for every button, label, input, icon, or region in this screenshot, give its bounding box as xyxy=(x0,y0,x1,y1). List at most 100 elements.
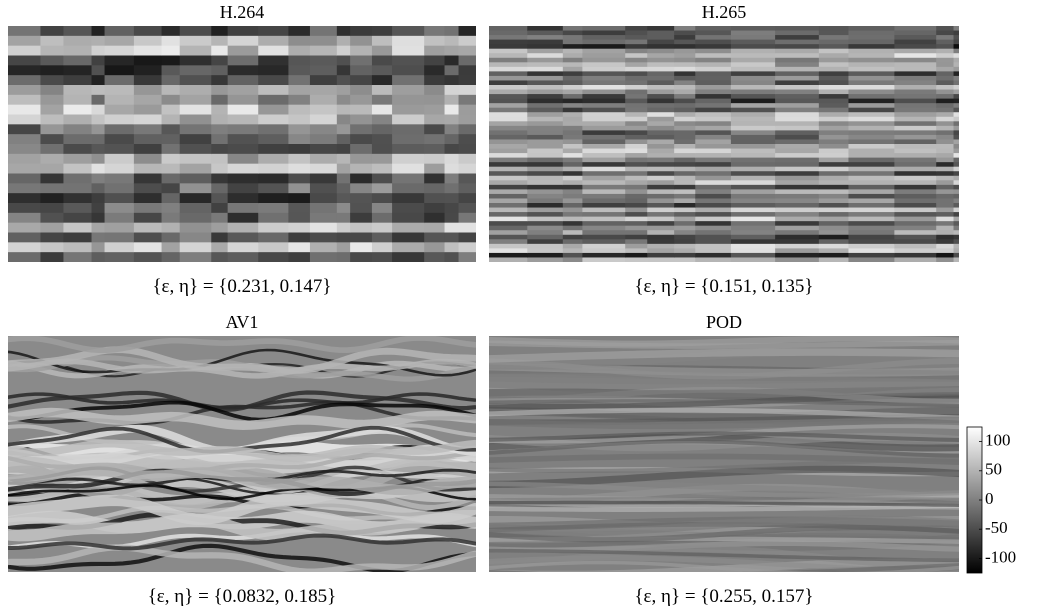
texture-block xyxy=(392,203,425,214)
texture-block xyxy=(161,193,181,204)
texture-block xyxy=(894,139,937,145)
texture-block xyxy=(133,85,163,96)
texture-block xyxy=(695,112,732,118)
texture-block xyxy=(133,242,163,253)
texture-block xyxy=(424,163,446,174)
texture-block xyxy=(775,39,820,45)
texture-block xyxy=(40,26,64,37)
texture-block xyxy=(211,55,229,66)
texture-block xyxy=(582,257,626,262)
texture-block xyxy=(953,80,959,86)
texture-block xyxy=(848,207,895,213)
texture-block xyxy=(527,62,564,68)
texture-block xyxy=(625,243,648,249)
texture-block xyxy=(336,193,351,204)
texture-block xyxy=(695,116,732,122)
texture-block xyxy=(695,225,732,231)
texture-block xyxy=(818,26,849,32)
texture-block xyxy=(336,163,351,174)
texture-block xyxy=(258,124,289,135)
texture-block xyxy=(371,153,393,165)
texture-block xyxy=(775,198,820,204)
texture-block xyxy=(444,144,460,155)
texture-block xyxy=(8,144,41,155)
texture-block xyxy=(527,85,564,91)
texture-block xyxy=(444,163,460,174)
texture-block xyxy=(647,148,675,154)
texture-block xyxy=(350,134,373,145)
texture-block xyxy=(458,124,476,135)
texture-block xyxy=(775,139,820,145)
texture-layer xyxy=(489,416,959,430)
texture-block xyxy=(258,203,289,214)
texture-block xyxy=(562,139,583,145)
texture-block xyxy=(489,230,528,236)
texture-block xyxy=(894,184,937,190)
texture-block xyxy=(258,183,289,194)
texture-block xyxy=(818,180,849,186)
texture-block xyxy=(818,144,849,150)
texture-block xyxy=(936,216,955,222)
texture-block xyxy=(848,103,895,109)
texture-block xyxy=(647,248,675,254)
colorbar-tick-label: -50 xyxy=(985,518,1008,537)
texture-block xyxy=(40,85,64,96)
texture-block xyxy=(730,184,776,190)
texture-block xyxy=(40,193,64,204)
texture-block xyxy=(288,55,311,66)
texture-block xyxy=(730,230,776,236)
texture-block xyxy=(371,203,393,214)
texture-block xyxy=(674,53,696,59)
texture-block xyxy=(848,257,895,262)
texture-block xyxy=(104,232,135,243)
texture-block xyxy=(40,252,64,262)
texture-block xyxy=(953,103,959,109)
texture-block xyxy=(336,35,351,47)
texture-block xyxy=(161,212,181,224)
texture-block xyxy=(818,112,849,118)
texture-block xyxy=(211,222,229,233)
texture-block xyxy=(674,85,696,91)
texture-block xyxy=(730,221,776,227)
texture-block xyxy=(848,148,895,154)
texture-block xyxy=(582,153,626,159)
texture-block xyxy=(953,189,959,195)
texture-block xyxy=(104,153,135,165)
texture-block xyxy=(8,65,41,76)
texture-block xyxy=(371,193,393,204)
texture-block xyxy=(730,171,776,177)
texture-block xyxy=(179,35,212,47)
texture-block xyxy=(424,183,446,194)
texture-block xyxy=(104,212,135,224)
texture-block xyxy=(309,232,338,243)
texture-block xyxy=(582,130,626,136)
texture-block xyxy=(894,166,937,172)
texture-block xyxy=(953,207,959,213)
texture-block xyxy=(258,104,289,115)
texture-block xyxy=(775,171,820,177)
texture-block xyxy=(582,121,626,127)
texture-block xyxy=(894,125,937,131)
texture-block xyxy=(625,112,648,118)
texture-block xyxy=(695,193,732,199)
texture-block xyxy=(489,207,528,213)
texture-block xyxy=(211,203,229,214)
texture-block xyxy=(730,103,776,109)
texture-block xyxy=(936,75,955,81)
texture-block xyxy=(936,89,955,95)
texture-block xyxy=(674,157,696,163)
texture-block xyxy=(336,252,351,262)
texture-block xyxy=(848,171,895,177)
texture-block xyxy=(894,48,937,54)
texture-block xyxy=(894,257,937,262)
texture-block xyxy=(458,222,476,233)
texture-block xyxy=(674,225,696,231)
texture-block xyxy=(227,173,259,184)
texture-block xyxy=(695,234,732,240)
texture-block xyxy=(91,212,106,224)
texture-block xyxy=(424,124,446,135)
texture-layer xyxy=(489,407,959,421)
texture-block xyxy=(894,112,937,118)
texture-block xyxy=(424,153,446,165)
texture-block xyxy=(647,48,675,54)
